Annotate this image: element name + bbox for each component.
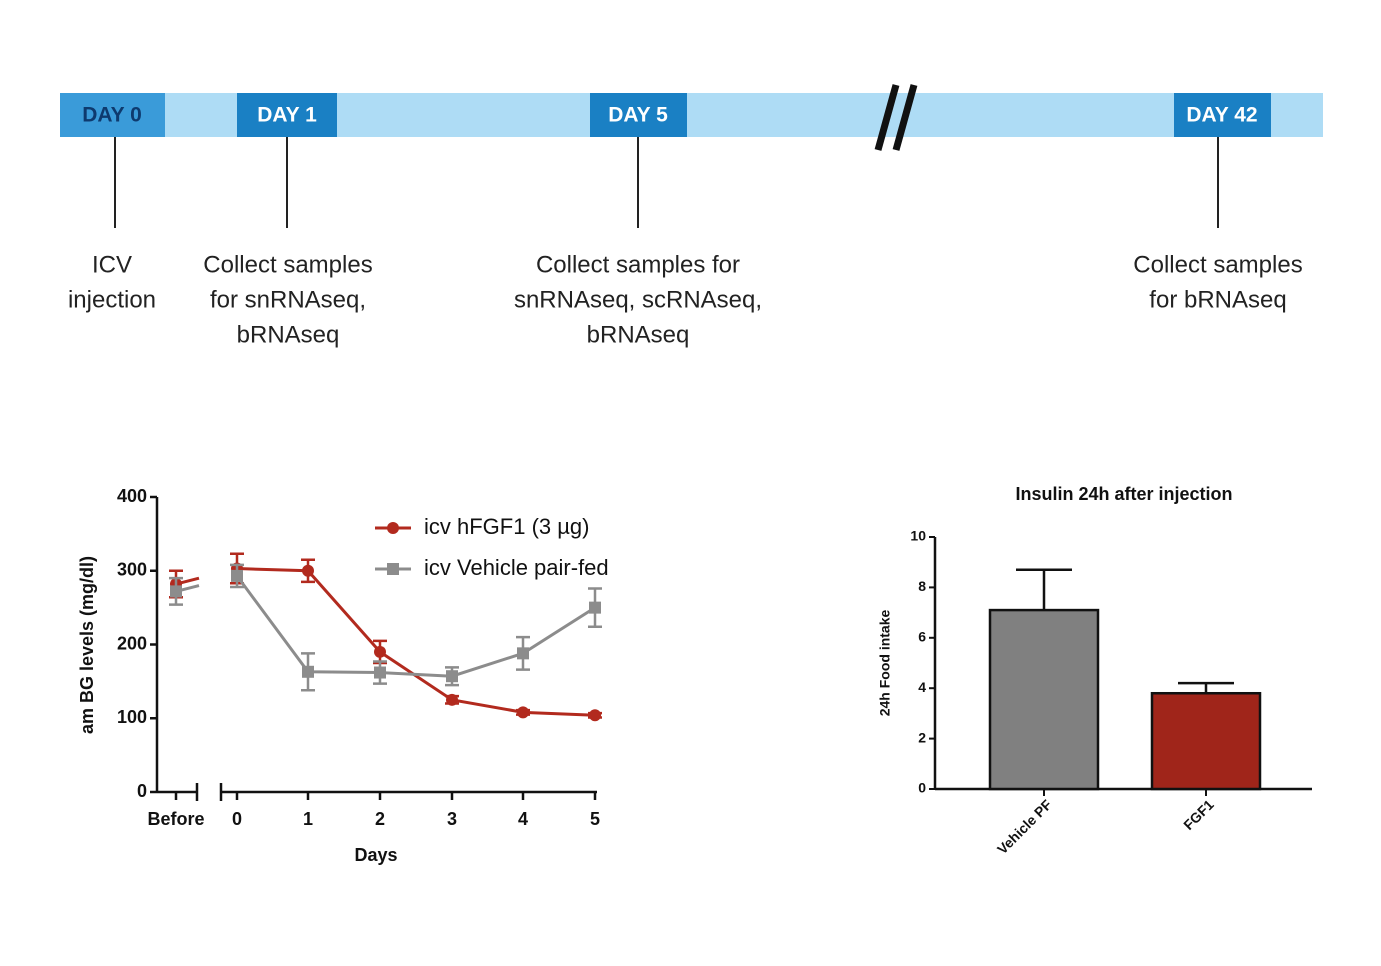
point [446,693,458,706]
event-label: Collect samples for [536,251,740,278]
event-label: Collect samples [1133,251,1302,278]
event-label: Collect samples [203,251,372,278]
y-tick-label: 4 [918,679,926,695]
timeline: DAY 0 DAY 1 DAY 5 DAY 42 ICV injection C… [60,84,1323,348]
y-tick-label: 0 [137,781,147,801]
event-label: bRNAseq [237,321,340,348]
x-tick-label: Before [147,809,204,829]
legend-marker [387,522,399,534]
day-box [237,93,337,137]
legend-label: icv Vehicle pair-fed [424,555,609,580]
y-tick-label: 400 [117,486,147,506]
y-tick-label: 300 [117,560,147,580]
point [170,585,182,598]
y-axis-label: 24h Food intake [877,610,893,717]
bar [1150,691,1262,791]
bar [988,608,1100,791]
point [589,709,601,722]
x-tick-label: 2 [375,809,385,829]
y-tick-label: 100 [117,707,147,727]
day-label: DAY 5 [608,104,668,127]
day-label: DAY 42 [1186,104,1257,127]
error-bar [1178,681,1234,694]
point [517,647,529,660]
point [446,670,458,683]
event-label: for snRNAseq, [210,286,366,313]
event-label: for bRNAseq [1149,286,1286,313]
y-tick-label: 200 [117,633,147,653]
x-tick-label: 4 [518,809,528,829]
series-line [235,575,596,678]
connectors [114,137,1219,228]
x-tick-label: FGF1 [1180,796,1217,833]
day-box [590,93,687,137]
x-tick-label: 0 [232,809,242,829]
day-box [1174,93,1271,137]
y-tick-label: 2 [918,729,926,745]
point [374,645,386,658]
point [302,665,314,678]
day-label: DAY 0 [82,104,142,127]
event-label: injection [68,286,156,313]
event-label: snRNAseq, scRNAseq, [514,286,762,313]
x-tick-label: Vehicle PF [994,796,1055,857]
event-label: bRNAseq [587,321,690,348]
chart-title: Insulin 24h after injection [1015,484,1232,504]
day-box [60,93,165,137]
y-axis-label: am BG levels (mg/dl) [77,556,97,734]
y-tick-label: 6 [918,629,926,645]
point [589,601,601,614]
y-tick-label: 8 [918,578,926,594]
y-tick-label: 10 [910,528,926,544]
point [302,564,314,577]
event-label: ICV [92,251,132,278]
break-mark [874,84,918,151]
day-label: DAY 1 [257,104,317,127]
legend-label: icv hFGF1 (3 µg) [424,514,589,539]
error-bar [1016,568,1072,611]
y-tick-label: 0 [918,780,926,796]
legend-marker [387,563,399,575]
x-tick-label: 5 [590,809,600,829]
x-tick-label: 1 [303,809,313,829]
point [231,569,243,582]
point [374,666,386,679]
x-tick-label: 3 [447,809,457,829]
point [517,706,529,719]
x-axis-label: Days [354,845,397,865]
